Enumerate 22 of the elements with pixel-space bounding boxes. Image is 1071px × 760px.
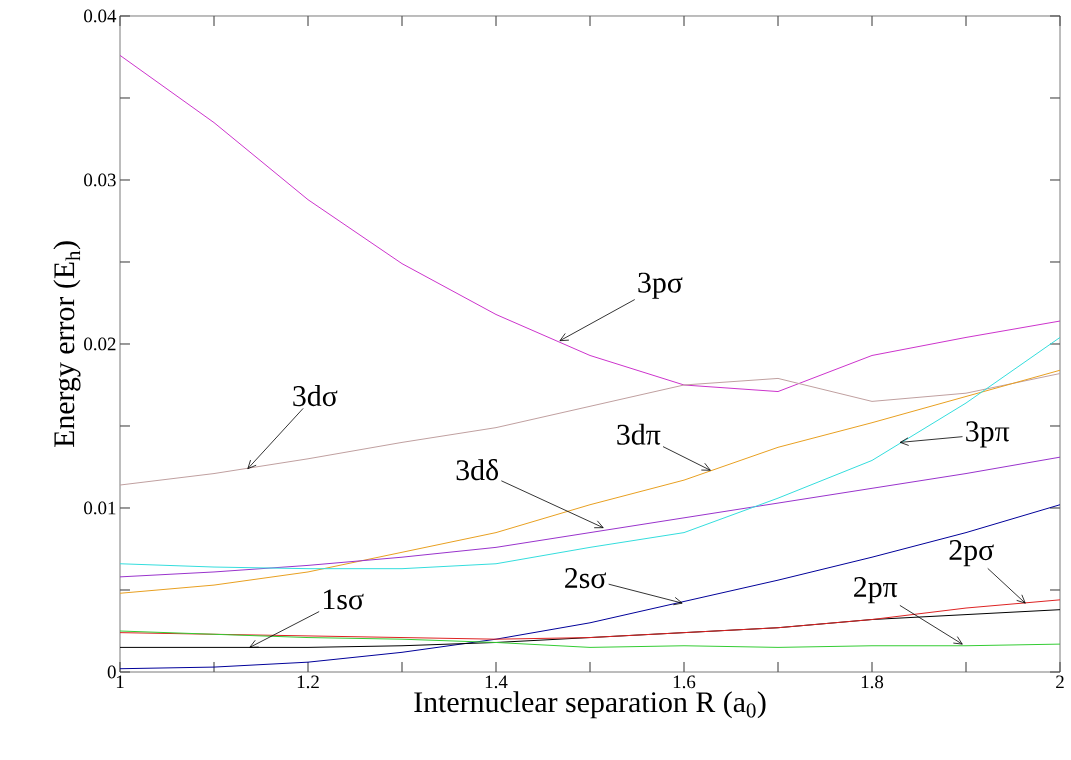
y-tick-label: 0 (107, 665, 116, 679)
x-tick-label: 1.6 (673, 675, 696, 689)
y-tick-label: 0.01 (84, 501, 116, 515)
y-tick-label: 0.04 (84, 9, 117, 23)
annotation: 1sσ (324, 589, 364, 610)
y-axis-title: Energy error (E$_{h}$) (53, 241, 81, 448)
y-tick-label: 0.02 (84, 337, 116, 351)
x-tick-label: 1.4 (485, 675, 508, 689)
x-tick-label: 1.2 (297, 675, 319, 689)
x-tick-label: 2 (1056, 675, 1064, 689)
annotation: 3dσ (293, 385, 338, 407)
annotation: 3dδ (456, 459, 499, 481)
annotation: 3pπ (966, 421, 1010, 448)
annotation: 2pπ (854, 577, 898, 604)
annotation: 3dπ (617, 423, 661, 445)
x-tick-label: 1.8 (861, 675, 884, 689)
annotation: 2pσ (949, 540, 994, 567)
x-tick-label: 1 (116, 675, 124, 689)
annotation: 3pσ (638, 272, 683, 299)
x-axis-title: Internuclear separation R (a$_{0}$) (414, 691, 766, 719)
y-tick-label: 0.03 (84, 173, 116, 187)
annotation: 2sσ (565, 568, 607, 589)
